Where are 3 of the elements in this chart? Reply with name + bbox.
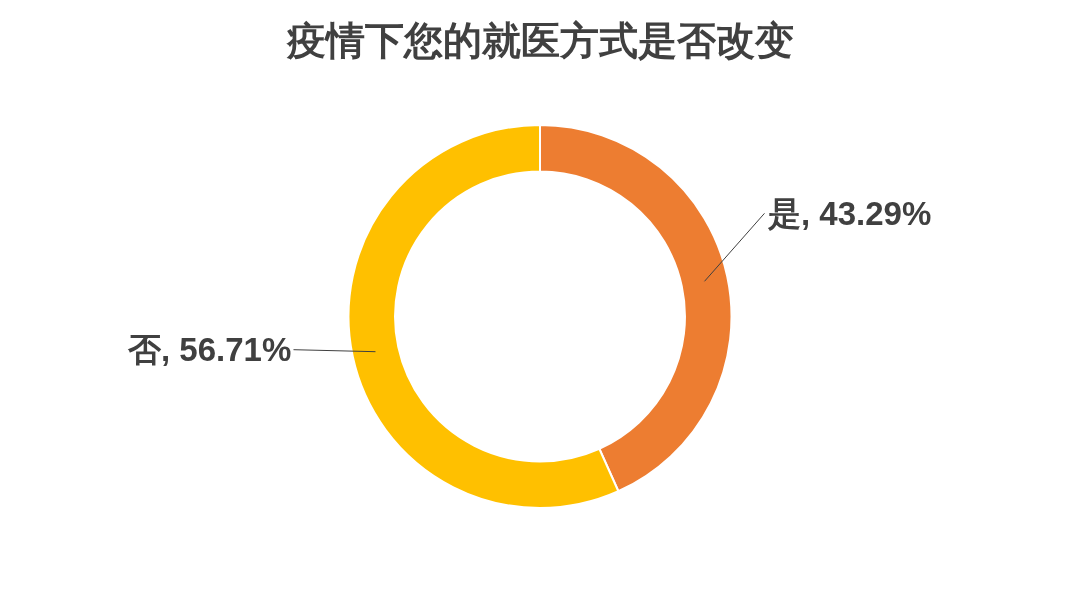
slice-label: 否, 56.71%	[127, 331, 292, 368]
chart-title: 疫情下您的就医方式是否改变	[285, 18, 794, 62]
slice-label: 是, 43.29%	[767, 195, 932, 232]
